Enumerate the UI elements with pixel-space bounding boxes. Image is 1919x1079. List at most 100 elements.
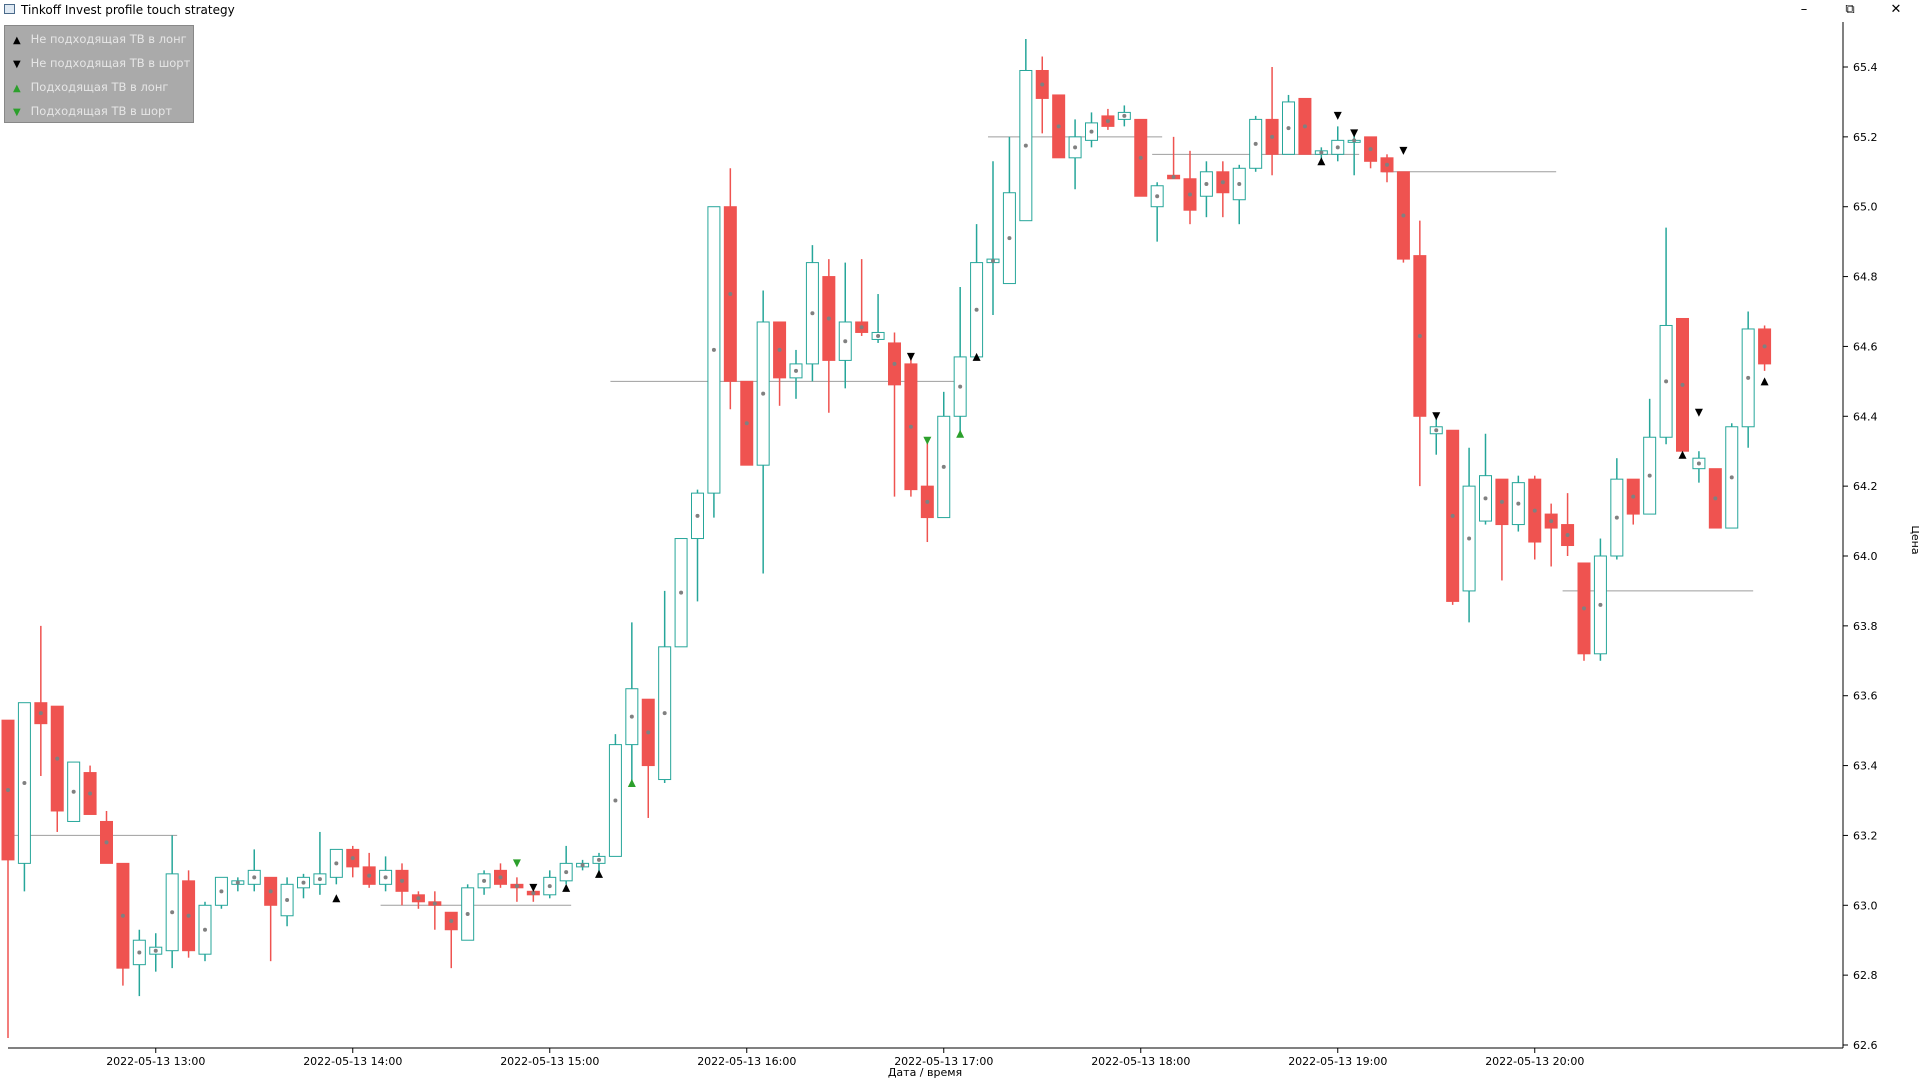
x-axis-title: Дата / время bbox=[888, 1066, 962, 1079]
candle-midpoint bbox=[498, 875, 503, 880]
candle-midpoint bbox=[1352, 138, 1357, 143]
y-tick-label: 64.4 bbox=[1853, 410, 1878, 423]
candle-midpoint bbox=[55, 756, 60, 761]
x-tick-label: 2022-05-13 19:00 bbox=[1288, 1055, 1387, 1068]
suitable-long-marker bbox=[956, 429, 965, 438]
candle-midpoint bbox=[1434, 428, 1439, 433]
candle-midpoint bbox=[88, 791, 93, 796]
legend-item-unsuitable-long: ▲ Не подходящая ТВ в лонг bbox=[13, 29, 187, 49]
candle-midpoint bbox=[1582, 606, 1586, 611]
candle-midpoint bbox=[1204, 182, 1209, 187]
candle-midpoint bbox=[482, 878, 487, 883]
candle-midpoint bbox=[810, 311, 815, 316]
candle-midpoint bbox=[1105, 119, 1110, 124]
candle-midpoint bbox=[1467, 536, 1472, 541]
candle-midpoint bbox=[859, 325, 864, 330]
restore-icon[interactable]: ⧉ bbox=[1845, 2, 1855, 17]
candle-midpoint bbox=[285, 898, 290, 903]
unsuitable-long-marker bbox=[1317, 157, 1326, 166]
candle-midpoint bbox=[531, 891, 536, 896]
candle-midpoint bbox=[400, 878, 404, 883]
y-tick-label: 65.2 bbox=[1853, 131, 1878, 144]
candle-midpoint bbox=[1171, 175, 1176, 180]
legend-item-unsuitable-short: ▼ Не подходящая ТВ в шорт bbox=[13, 53, 190, 73]
unsuitable-long-marker bbox=[595, 869, 603, 878]
candle-midpoint bbox=[1680, 382, 1685, 387]
down-triangle-icon: ▼ bbox=[13, 107, 21, 118]
candle-midpoint bbox=[1614, 515, 1619, 520]
candle-midpoint bbox=[1532, 508, 1537, 513]
y-tick-label: 63.4 bbox=[1853, 760, 1878, 773]
candle-midpoint bbox=[137, 950, 142, 955]
y-tick-label: 64.8 bbox=[1853, 271, 1878, 284]
candle-midpoint bbox=[1664, 379, 1669, 384]
candle-midpoint bbox=[613, 798, 618, 803]
y-tick-label: 64.6 bbox=[1853, 340, 1878, 353]
up-triangle-icon: ▲ bbox=[13, 35, 21, 46]
candle-midpoint bbox=[1188, 192, 1192, 197]
candle-midpoint bbox=[383, 875, 388, 880]
candle-midpoint bbox=[317, 877, 322, 882]
x-tick-label: 2022-05-13 20:00 bbox=[1485, 1055, 1584, 1068]
candle-midpoint bbox=[449, 919, 454, 924]
candle-midpoint bbox=[1598, 602, 1603, 607]
candle-midpoint bbox=[1253, 141, 1258, 146]
candle-midpoint bbox=[1073, 145, 1078, 150]
y-tick-label: 62.8 bbox=[1853, 969, 1878, 982]
minimize-icon[interactable]: – bbox=[1800, 2, 1808, 17]
close-icon[interactable]: ✕ bbox=[1890, 2, 1902, 17]
y-tick-label: 62.6 bbox=[1853, 1039, 1878, 1052]
candle-midpoint bbox=[268, 889, 273, 894]
candle-midpoint bbox=[728, 292, 733, 297]
candle-midpoint bbox=[1696, 461, 1701, 466]
candle-midpoint bbox=[777, 347, 782, 352]
y-tick-label: 65.4 bbox=[1853, 61, 1878, 74]
candle-midpoint bbox=[1286, 126, 1291, 131]
candle-midpoint bbox=[1270, 134, 1275, 139]
candle-midpoint bbox=[744, 421, 749, 426]
suitable-long-marker bbox=[627, 779, 636, 788]
legend-label: Подходящая ТВ в лонг bbox=[30, 80, 169, 94]
unsuitable-long-marker bbox=[972, 352, 981, 361]
candle-midpoint bbox=[1746, 375, 1751, 380]
candle-midpoint bbox=[416, 896, 421, 901]
candle-midpoint bbox=[826, 316, 831, 321]
candle-midpoint bbox=[432, 901, 437, 906]
candle-midpoint bbox=[646, 730, 651, 735]
candle-midpoint bbox=[465, 912, 470, 917]
candle-midpoint bbox=[6, 788, 10, 793]
candle-midpoint bbox=[1007, 236, 1012, 241]
candle-midpoint bbox=[1056, 124, 1061, 129]
candle-midpoint bbox=[1155, 194, 1160, 199]
x-tick-label: 2022-05-13 18:00 bbox=[1091, 1055, 1190, 1068]
unsuitable-short-marker bbox=[1350, 129, 1359, 138]
candle-midpoint bbox=[203, 927, 207, 932]
candle-midpoint bbox=[1089, 129, 1094, 134]
candle-midpoint bbox=[235, 880, 240, 885]
legend-label: Не подходящая ТВ в лонг bbox=[30, 32, 187, 46]
x-tick-label: 2022-05-13 14:00 bbox=[303, 1055, 402, 1068]
candle-midpoint bbox=[974, 307, 979, 312]
candle-midpoint bbox=[794, 368, 798, 373]
x-tick-label: 2022-05-13 16:00 bbox=[697, 1055, 796, 1068]
x-tick-label: 2022-05-13 13:00 bbox=[106, 1055, 205, 1068]
unsuitable-long-marker bbox=[1760, 377, 1769, 386]
candle-midpoint bbox=[547, 884, 552, 889]
candle-midpoint bbox=[925, 499, 930, 504]
down-triangle-icon: ▼ bbox=[13, 59, 21, 70]
unsuitable-long-marker bbox=[332, 894, 341, 903]
candle-midpoint bbox=[38, 711, 43, 716]
title-bar: Tinkoff Invest profile touch strategy – … bbox=[0, 0, 1919, 20]
suitable-short-marker bbox=[512, 859, 521, 868]
y-tick-label: 64.0 bbox=[1853, 550, 1878, 563]
up-triangle-icon: ▲ bbox=[13, 83, 21, 94]
candle-midpoint bbox=[1516, 501, 1521, 506]
candle-midpoint bbox=[662, 711, 667, 716]
unsuitable-short-marker bbox=[1399, 146, 1408, 155]
chart-legend: ▲ Не подходящая ТВ в лонг ▼ Не подходяща… bbox=[4, 25, 194, 123]
y-tick-label: 64.2 bbox=[1853, 480, 1878, 493]
candle-midpoint bbox=[1499, 499, 1504, 504]
candle-midpoint bbox=[71, 789, 76, 794]
candle-midpoint bbox=[1729, 475, 1734, 480]
